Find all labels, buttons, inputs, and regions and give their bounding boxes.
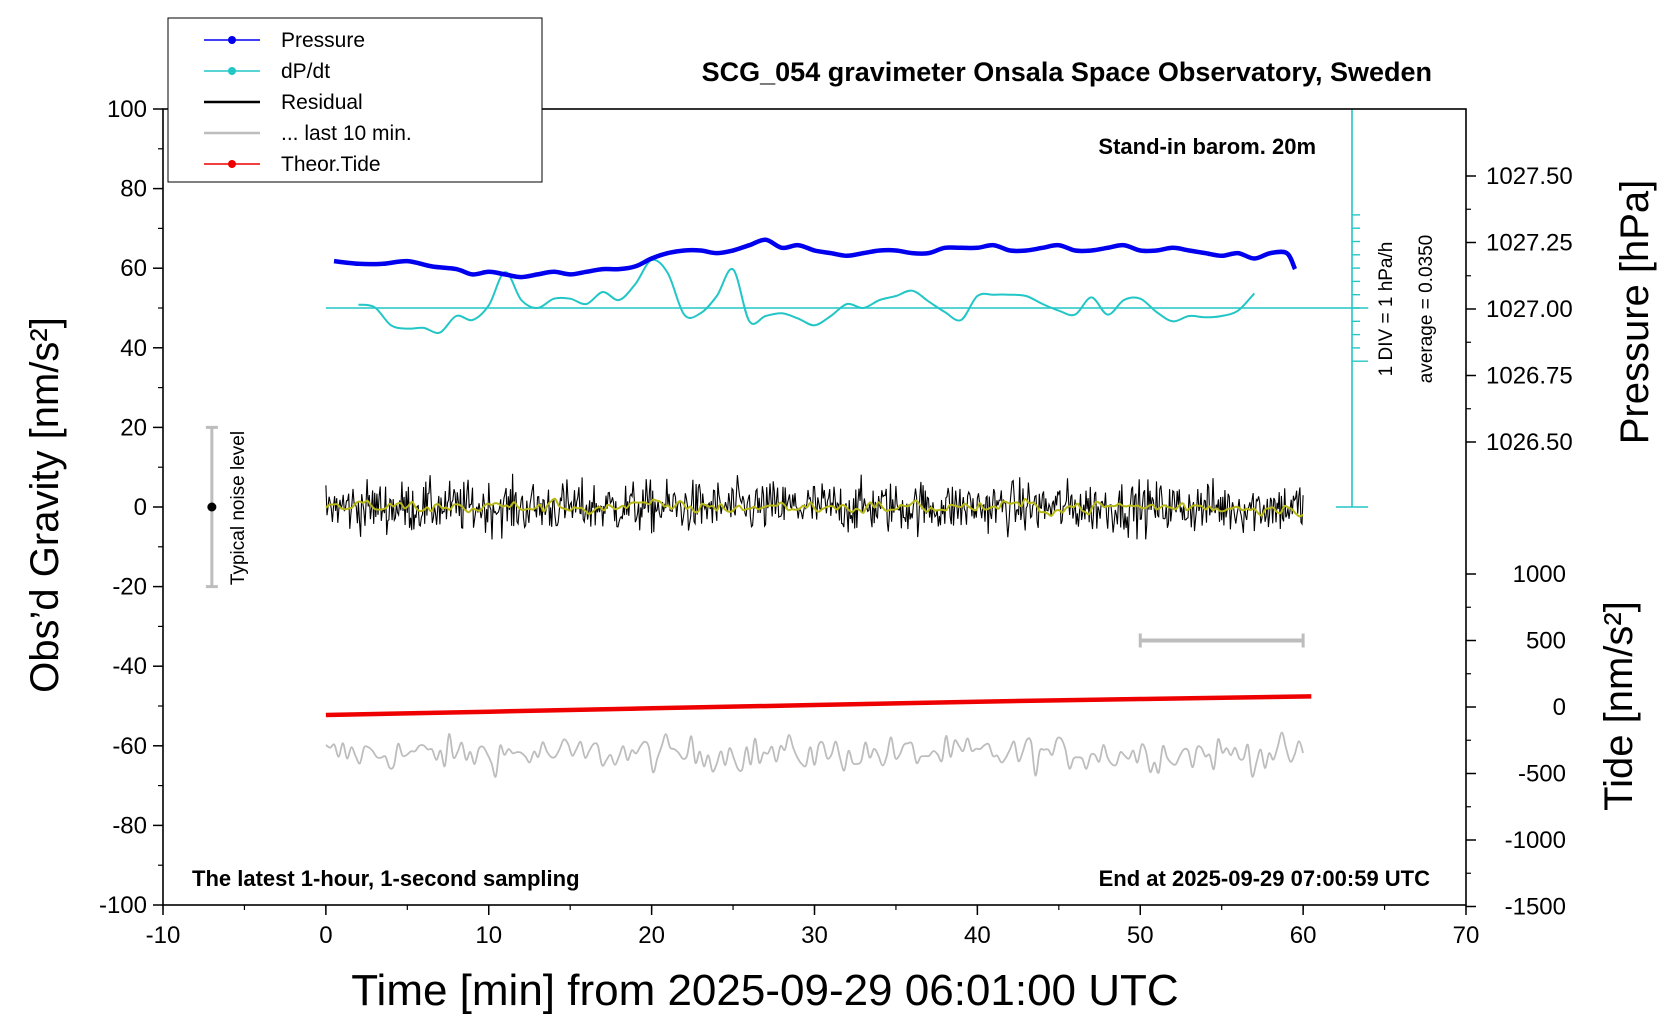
series-theor-tide	[325, 694, 1312, 718]
series-residual	[325, 473, 1304, 540]
y-left-tick-label: 20	[120, 414, 147, 441]
x-tick-label: 10	[475, 922, 502, 949]
pressure-tick-label: 1027.25	[1486, 230, 1573, 257]
chart-title: SCG_054 gravimeter Onsala Space Observat…	[702, 57, 1432, 87]
legend-label: Residual	[281, 91, 363, 114]
legend-label: ... last 10 min.	[281, 122, 412, 145]
legend-swatch-dot	[228, 160, 236, 168]
y-left-tick-label: -80	[112, 812, 147, 839]
legend: Pressure dP/dt Residual ... last 10 min. The…	[167, 17, 543, 183]
legend-swatch-dot	[228, 67, 236, 75]
noise-level-dot	[207, 502, 217, 512]
y-left-tick-label: 80	[120, 176, 147, 203]
tide-tick-label: -1000	[1505, 827, 1566, 854]
legend-swatch-dot	[228, 36, 236, 44]
x-tick-label: 70	[1453, 922, 1480, 949]
legend-label: Theor.Tide	[281, 153, 381, 176]
y-left-tick-label: -100	[99, 892, 147, 919]
barometer-note: Stand-in barom. 20m	[1098, 134, 1316, 159]
chart-axes: -10 0 10 20 30 40 50 60 70100806040200-20-40-60-…	[99, 96, 1573, 949]
legend-label: Pressure	[281, 29, 365, 52]
x-tick-label: 20	[638, 922, 665, 949]
y-left-tick-label: 100	[107, 96, 147, 123]
noise-level-label: Typical noise level	[228, 431, 249, 585]
x-axis-label: Time [min] from 2025-09-29 06:01:00 UTC	[351, 966, 1178, 1015]
chart-marks	[205, 109, 1369, 778]
pressure-tick-label: 1027.50	[1486, 163, 1573, 190]
pressure-tick-label: 1026.50	[1486, 429, 1573, 456]
x-tick-label: 50	[1127, 922, 1154, 949]
y-axis-label-tide: Tide [nm/s²]	[1597, 601, 1641, 811]
y-left-tick-label: 0	[134, 494, 147, 521]
legend-box	[167, 17, 543, 183]
series-pressure	[333, 237, 1298, 280]
pressure-tick-label: 1027.00	[1486, 296, 1573, 323]
series-last-10-min	[325, 731, 1304, 778]
pressure-tick-label: 1026.75	[1486, 363, 1573, 390]
x-tick-label: 0	[319, 922, 332, 949]
y-axis-label-pressure: Pressure [hPa]	[1613, 180, 1657, 445]
tide-tick-label: -1500	[1505, 894, 1566, 921]
legend-label: dP/dt	[281, 60, 330, 83]
x-tick-label: 30	[801, 922, 828, 949]
tide-tick-label: -500	[1518, 761, 1566, 788]
y-left-tick-label: -60	[112, 733, 147, 760]
y-left-tick-label: -40	[112, 653, 147, 680]
series-residual-smoothed	[325, 497, 1304, 518]
tide-tick-label: 0	[1553, 694, 1566, 721]
y-left-tick-label: 60	[120, 255, 147, 282]
average-label: average = 0.0350	[1416, 235, 1437, 383]
x-tick-label: -10	[146, 922, 181, 949]
y-left-tick-label: 40	[120, 335, 147, 362]
tide-tick-label: 500	[1526, 628, 1566, 655]
x-tick-label: 60	[1290, 922, 1317, 949]
div-label: 1 DIV = 1 hPa/h	[1376, 242, 1397, 377]
y-left-tick-label: -20	[112, 574, 147, 601]
y-axis-label-left: Obs’d Gravity [nm/s²]	[23, 317, 67, 693]
end-note: End at 2025-09-29 07:00:59 UTC	[1099, 866, 1430, 891]
tide-tick-label: 1000	[1513, 561, 1566, 588]
latest-note: The latest 1-hour, 1-second sampling	[192, 866, 580, 891]
x-tick-label: 40	[964, 922, 991, 949]
